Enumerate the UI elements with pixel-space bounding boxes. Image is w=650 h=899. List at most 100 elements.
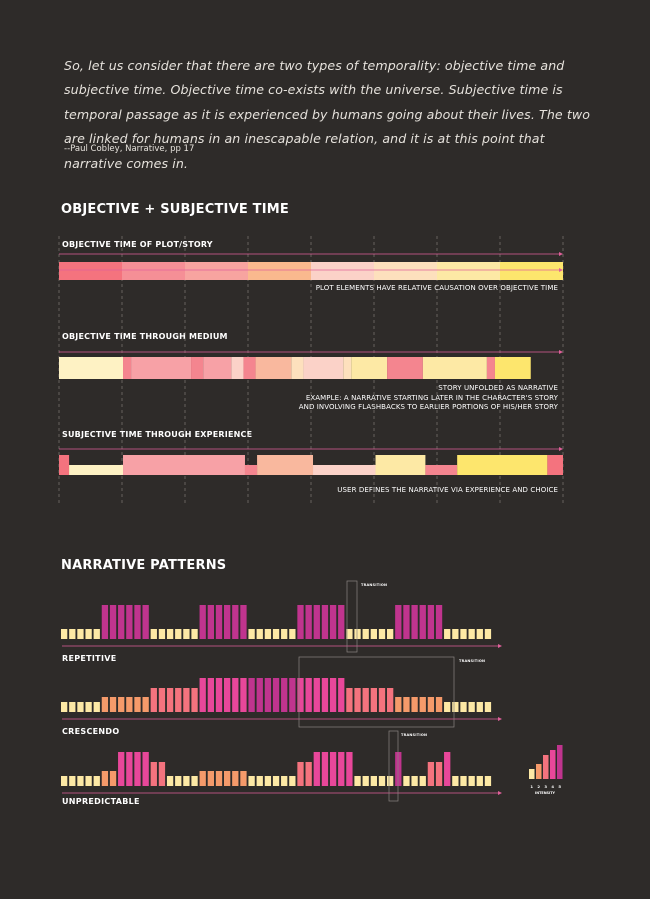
crescendo-bar (77, 702, 84, 712)
repetitive-bar (118, 605, 125, 639)
unpredictable-bar (362, 776, 369, 786)
section-title-objective: OBJECTIVE + SUBJECTIVE TIME (61, 202, 289, 217)
unpredictable-bar (297, 762, 304, 786)
crescendo-bar (175, 688, 182, 712)
medium-segment (303, 357, 344, 379)
pattern-label-repetitive: REPETITIVE (62, 654, 117, 663)
unpredictable-bar (158, 762, 166, 786)
repetitive-bar (224, 605, 231, 639)
experience-segment (257, 455, 314, 475)
crescendo-bar (215, 678, 223, 712)
repetitive-bar (134, 605, 141, 639)
medium-segment (494, 357, 531, 379)
unpredictable-bar (191, 776, 198, 786)
transition-label-unpredictable: TRANSITION (401, 733, 428, 737)
crescendo-bar (85, 702, 92, 712)
crescendo-bar (354, 688, 361, 712)
medium-segment (291, 357, 304, 379)
repetitive-bar (378, 629, 386, 639)
crescendo-bar (444, 702, 451, 712)
crescendo-bar (321, 678, 329, 712)
crescendo-bar (329, 678, 337, 712)
crescendo-bar (476, 702, 483, 712)
crescendo-bar (101, 697, 109, 712)
crescendo-bar (305, 678, 312, 712)
crescendo-bar (183, 688, 190, 712)
repetitive-bar (232, 605, 239, 639)
intensity-tick: 1 (530, 784, 533, 789)
repetitive-bar (158, 629, 166, 639)
unpredictable-bar (199, 771, 206, 786)
experience-note: USER DEFINES THE NARRATIVE VIA EXPERIENC… (337, 486, 558, 494)
repetitive-bar (476, 629, 483, 639)
repetitive-bar (444, 629, 451, 639)
repetitive-bar (329, 605, 337, 639)
unpredictable-bar (248, 776, 255, 786)
unpredictable-bar (313, 752, 320, 786)
plot-arrow-head (559, 252, 563, 256)
repetitive-bar (452, 629, 459, 639)
repetitive-bar (362, 629, 369, 639)
repetitive-bar (264, 629, 272, 639)
medium-segment (123, 357, 132, 379)
unpredictable-bar (321, 752, 329, 786)
unpredictable-bar (142, 752, 149, 786)
crescendo-bar (281, 678, 288, 712)
crescendo-bar (240, 678, 247, 712)
unpredictable-bar (183, 776, 190, 786)
unpredictable-bar (264, 776, 272, 786)
plot-inner-arrow-head (559, 268, 563, 272)
repetitive-bar (175, 629, 182, 639)
crescendo-bar (61, 702, 68, 712)
experience-segment (244, 465, 258, 475)
medium-segment (131, 357, 192, 379)
transition-box-unpredictable (388, 730, 399, 802)
medium-segment (486, 357, 495, 379)
unpredictable-bar (427, 762, 435, 786)
plot-segment (311, 262, 374, 280)
crescendo-bar (419, 697, 426, 712)
unpredictable-bar (93, 776, 100, 786)
repetitive-bar (85, 629, 92, 639)
unpredictable-bar (175, 776, 182, 786)
unpredictable-bar (346, 752, 353, 786)
crescendo-bar (289, 678, 296, 712)
plot-label: OBJECTIVE TIME OF PLOT/STORY (62, 240, 213, 249)
section-title-patterns: NARRATIVE PATTERNS (61, 558, 227, 573)
repetitive-bar (272, 629, 280, 639)
crescendo-arrow-head (498, 717, 502, 721)
repetitive-bar (338, 605, 345, 639)
repetitive-bar (370, 629, 377, 639)
crescendo-bar (484, 702, 492, 712)
repetitive-bar (109, 605, 117, 639)
repetitive-bar (354, 629, 361, 639)
repetitive-bar (468, 629, 475, 639)
crescendo-bar (411, 697, 418, 712)
crescendo-bar (452, 702, 459, 712)
repetitive-bar (313, 605, 320, 639)
unpredictable-bar (338, 752, 345, 786)
medium-segment (422, 357, 487, 379)
crescendo-bar (118, 697, 125, 712)
medium-segment (351, 357, 388, 379)
repetitive-bar (126, 605, 133, 639)
unpredictable-bar (272, 776, 280, 786)
repetitive-bar (460, 629, 467, 639)
repetitive-bar (427, 605, 435, 639)
transition-box-repetitive (346, 580, 358, 653)
unpredictable-bar (77, 776, 84, 786)
repetitive-bar (411, 605, 418, 639)
crescendo-bar (395, 697, 402, 712)
unpredictable-bar (289, 776, 296, 786)
unpredictable-bar (329, 752, 337, 786)
unpredictable-bar (387, 776, 394, 786)
unpredictable-bar (101, 771, 109, 786)
transition-label-crescendo: TRANSITION (459, 659, 486, 663)
repetitive-bar (305, 605, 312, 639)
repetitive-bar (346, 629, 353, 639)
crescendo-bar (224, 678, 231, 712)
unpredictable-bar (411, 776, 418, 786)
intensity-legend-bar (543, 755, 549, 779)
medium-segment (387, 357, 423, 379)
